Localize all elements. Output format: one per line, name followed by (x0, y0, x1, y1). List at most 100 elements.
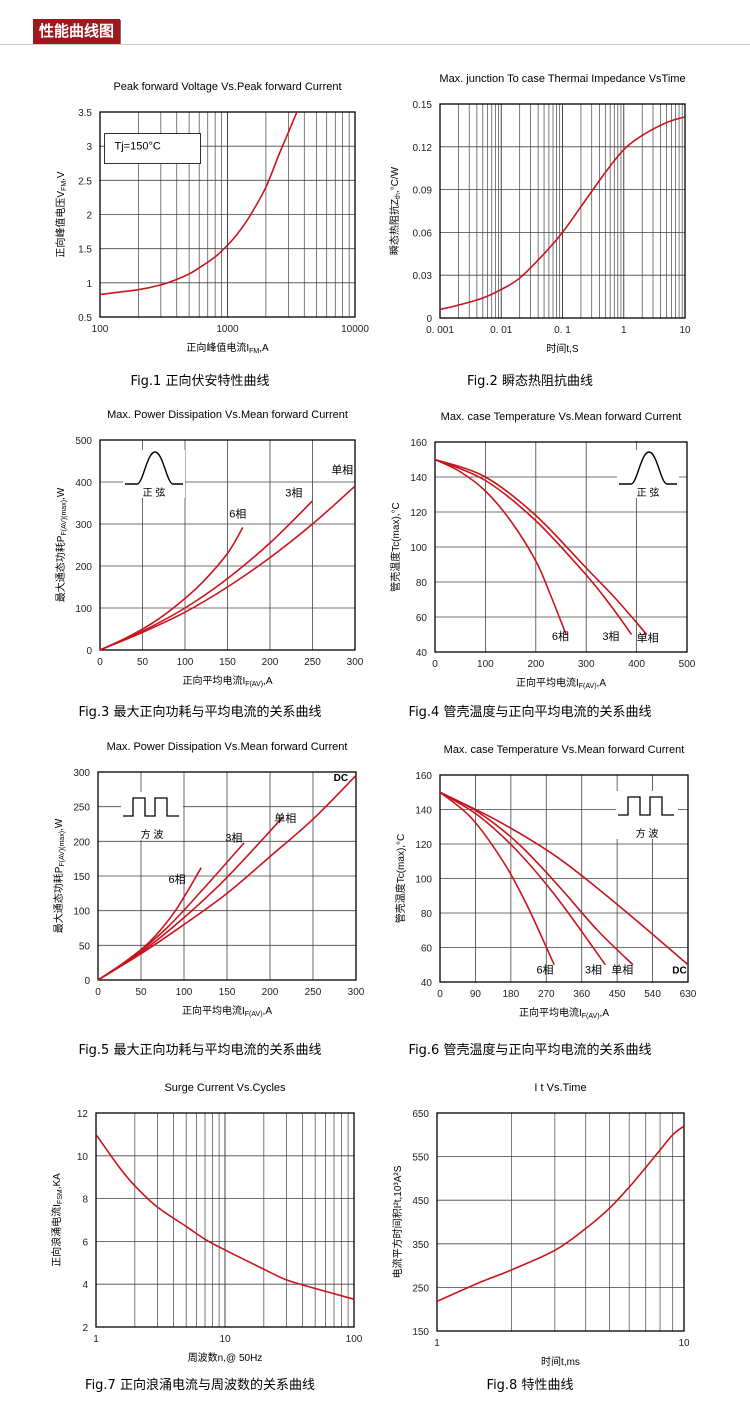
sine-wave-icon (619, 451, 677, 485)
x-tick-label: 150 (219, 657, 236, 668)
y-tick-label: 150 (73, 872, 90, 883)
series-line-0 (99, 111, 298, 296)
x-axis-label: 正向平均电流IF(AV),A (182, 1004, 272, 1018)
fig7-caption: Fig.7 正向浪涌电流与周波数的关系曲线 (85, 1378, 315, 1393)
banner-divider (0, 44, 750, 45)
y-tick-label: 450 (412, 1196, 429, 1207)
y-axis-label: 管壳温度Tc(max),°C (394, 834, 407, 924)
x-axis-label: 时间t,ms (541, 1355, 580, 1368)
series-line-1 (434, 458, 633, 635)
y-tick-label: 60 (416, 613, 428, 624)
fig1-caption: Fig.1 正向伏安特性曲线 (130, 374, 270, 389)
fig6-caption: Fig.6 管壳温度与正向平均电流的关系曲线 (408, 1043, 652, 1058)
y-tick-label: 300 (75, 520, 92, 531)
series-annotation: 单相 (611, 963, 633, 976)
series-annotation: 单相 (331, 464, 353, 477)
y-tick-label: 0 (426, 314, 432, 325)
waveform-label: 正 弦 (637, 486, 660, 499)
y-tick-label: 0.06 (413, 228, 433, 239)
x-axis-label: 周波数n,@ 50Hz (188, 1351, 263, 1364)
x-tick-label: 0 (437, 989, 443, 1000)
y-tick-label: 140 (415, 806, 432, 817)
y-tick-label: 120 (410, 508, 427, 519)
fig3-waveform-inset: 正 弦 (123, 450, 185, 499)
fig4-frame (434, 441, 688, 653)
x-tick-label: 100 (176, 987, 193, 998)
y-axis-label: 最大通态功耗PF(AV)(max),W (54, 487, 68, 602)
series-annotation: Tj=150°C (115, 141, 161, 153)
chart-title: Max. case Temperature Vs.Mean forward Cu… (444, 744, 685, 756)
series-line-0 (95, 1133, 355, 1300)
y-tick-label: 160 (410, 438, 427, 449)
y-tick-label: 160 (415, 771, 432, 782)
y-tick-label: 80 (421, 909, 433, 920)
y-tick-label: 200 (73, 837, 90, 848)
chart-title: Max. Power Dissipation Vs.Mean forward C… (107, 409, 348, 421)
x-tick-label: 180 (503, 989, 520, 1000)
x-axis-label: 正向峰值电流IFM,A (186, 341, 269, 355)
x-tick-label: 250 (304, 657, 321, 668)
chart-title: Peak forward Voltage Vs.Peak forward Cur… (113, 81, 341, 93)
square-wave-icon (618, 796, 674, 816)
x-tick-label: 100 (477, 659, 494, 670)
fig1-frame (99, 111, 356, 318)
series-annotation: 3相 (225, 831, 242, 844)
chart-title: Surge Current Vs.Cycles (164, 1082, 286, 1094)
series-line-2 (99, 485, 356, 651)
y-tick-label: 0 (86, 646, 92, 657)
series-annotation: 6相 (536, 963, 553, 976)
waveform-label: 正 弦 (143, 486, 166, 499)
x-tick-label: 100 (177, 657, 194, 668)
y-tick-label: 40 (416, 648, 428, 659)
x-tick-label: 0. 01 (490, 325, 513, 336)
fig8-frame (436, 1112, 685, 1332)
x-tick-label: 1000 (216, 324, 239, 335)
x-tick-label: 50 (137, 657, 149, 668)
chart-title: Max. Power Dissipation Vs.Mean forward C… (107, 741, 348, 753)
fig3-frame (99, 439, 356, 651)
y-tick-label: 40 (421, 978, 433, 989)
y-tick-label: 80 (416, 578, 428, 589)
y-tick-label: 140 (410, 473, 427, 484)
x-tick-label: 200 (527, 659, 544, 670)
sine-wave-icon (125, 451, 183, 485)
x-tick-label: 1 (93, 1334, 99, 1345)
series-line-1 (439, 791, 606, 966)
y-tick-label: 500 (75, 436, 92, 447)
x-tick-label: 630 (680, 989, 697, 1000)
x-tick-label: 10 (678, 1338, 690, 1349)
series-line-2 (434, 458, 648, 636)
annotation-box (104, 133, 201, 164)
y-tick-label: 2 (82, 1323, 88, 1334)
x-tick-label: 1 (621, 325, 627, 336)
y-axis-label: 正向峰值电压VFM,V (54, 171, 68, 258)
y-tick-label: 200 (75, 562, 92, 573)
fig2-frame (439, 103, 686, 319)
x-tick-label: 360 (573, 989, 590, 1000)
x-tick-label: 270 (538, 989, 555, 1000)
y-tick-label: 8 (82, 1195, 88, 1206)
y-tick-label: 0.03 (413, 271, 433, 282)
y-tick-label: 300 (73, 768, 90, 779)
x-tick-label: 150 (219, 987, 236, 998)
y-tick-label: 3.5 (78, 108, 92, 119)
series-annotation: DC (334, 773, 348, 784)
y-tick-label: 100 (75, 604, 92, 615)
fig4-waveform-inset: 正 弦 (617, 450, 679, 499)
x-tick-label: 500 (679, 659, 696, 670)
y-tick-label: 2.5 (78, 176, 92, 187)
y-axis-label: 管壳温度Tc(max),°C (389, 502, 402, 592)
y-tick-label: 0.5 (78, 313, 92, 324)
x-tick-label: 200 (262, 987, 279, 998)
fig6-waveform-inset: 方 波 (616, 791, 678, 840)
x-tick-label: 10000 (341, 324, 369, 335)
series-line-1 (99, 500, 314, 651)
x-tick-label: 300 (348, 987, 365, 998)
series-line-3 (439, 791, 689, 966)
